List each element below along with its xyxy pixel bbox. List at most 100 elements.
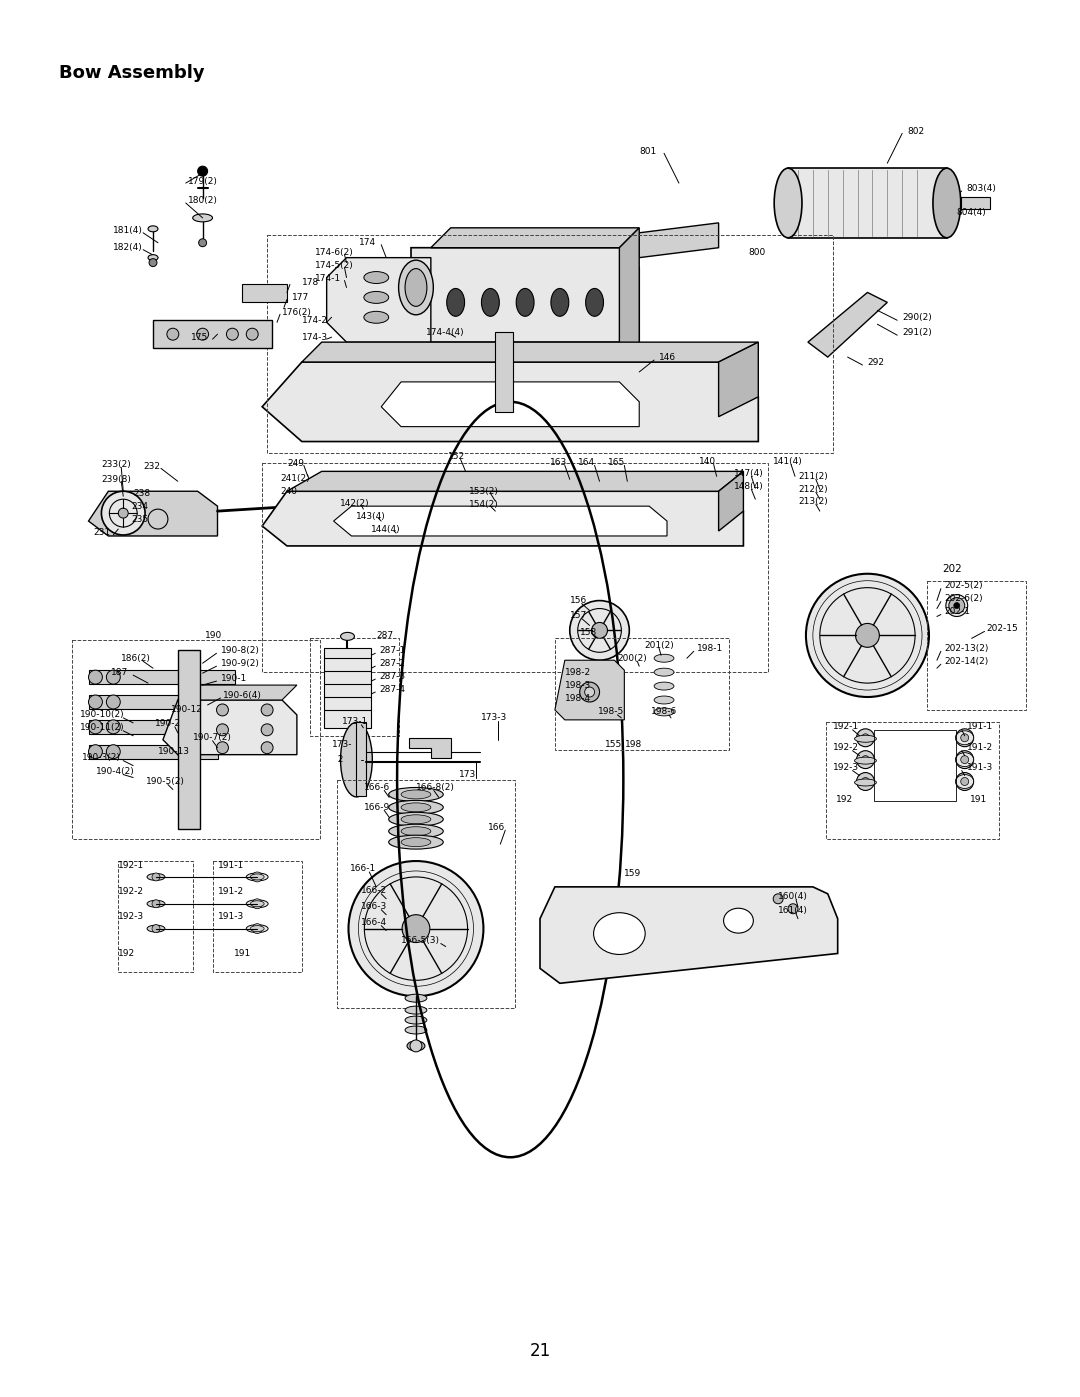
Circle shape: [956, 729, 974, 747]
Bar: [178, 650, 200, 830]
Text: 166: 166: [488, 823, 505, 831]
Ellipse shape: [654, 708, 674, 715]
Text: 201(2): 201(2): [644, 641, 674, 650]
Text: 190-6(4): 190-6(4): [222, 690, 261, 700]
Circle shape: [106, 671, 120, 685]
Text: 141(4): 141(4): [773, 457, 802, 467]
Text: 175: 175: [191, 332, 208, 342]
Bar: [324, 648, 372, 728]
Text: 190-7(2): 190-7(2): [192, 733, 231, 742]
Text: 198-4: 198-4: [565, 693, 591, 703]
Ellipse shape: [956, 731, 974, 745]
Bar: [496, 332, 513, 412]
Text: 249: 249: [287, 458, 303, 468]
Ellipse shape: [551, 288, 569, 316]
Polygon shape: [411, 247, 639, 342]
Circle shape: [106, 719, 120, 733]
Bar: [262, 464, 768, 672]
Text: 158: 158: [580, 627, 597, 637]
Polygon shape: [262, 492, 743, 546]
Ellipse shape: [251, 926, 265, 932]
Bar: [875, 729, 956, 802]
Bar: [213, 861, 301, 972]
Text: 165: 165: [607, 458, 624, 467]
Ellipse shape: [251, 901, 265, 907]
Circle shape: [102, 492, 145, 535]
Text: 155: 155: [605, 740, 622, 749]
Text: 238: 238: [133, 489, 150, 497]
Text: 287-3: 287-3: [379, 672, 405, 680]
Polygon shape: [540, 887, 838, 983]
Text: 198-3: 198-3: [565, 680, 591, 690]
Text: 157: 157: [570, 610, 588, 620]
Ellipse shape: [405, 268, 427, 306]
Text: 148(4): 148(4): [733, 482, 764, 490]
Ellipse shape: [654, 696, 674, 704]
Text: 202-15: 202-15: [986, 624, 1018, 633]
Circle shape: [261, 724, 273, 736]
Circle shape: [592, 623, 607, 638]
Text: 192-2: 192-2: [833, 743, 859, 752]
Ellipse shape: [399, 260, 433, 314]
Ellipse shape: [654, 682, 674, 690]
Text: 174-5(2): 174-5(2): [314, 261, 353, 270]
Text: Bow Assembly: Bow Assembly: [58, 64, 204, 82]
Text: 287-2: 287-2: [379, 659, 405, 668]
Text: 178: 178: [301, 278, 319, 286]
Text: 182(4): 182(4): [113, 243, 143, 253]
Text: 159: 159: [624, 869, 642, 879]
Text: 192-1: 192-1: [119, 862, 145, 870]
Text: 163: 163: [550, 458, 567, 467]
Circle shape: [106, 745, 120, 759]
Circle shape: [119, 509, 129, 518]
Circle shape: [862, 778, 869, 785]
Ellipse shape: [405, 995, 427, 1002]
Circle shape: [89, 719, 103, 733]
Ellipse shape: [401, 838, 431, 847]
Circle shape: [152, 873, 160, 882]
Ellipse shape: [389, 788, 443, 802]
Ellipse shape: [585, 288, 604, 316]
Bar: [89, 745, 217, 759]
Circle shape: [152, 900, 160, 908]
Text: 166-8(2): 166-8(2): [416, 782, 455, 792]
Text: 287: 287: [376, 631, 393, 640]
Polygon shape: [381, 381, 639, 426]
Ellipse shape: [192, 214, 213, 222]
Bar: [927, 581, 1026, 710]
Bar: [89, 671, 235, 685]
Text: 198: 198: [625, 740, 643, 749]
Text: 291(2): 291(2): [902, 328, 932, 337]
Text: 181(4): 181(4): [113, 226, 144, 235]
Ellipse shape: [854, 757, 876, 764]
Polygon shape: [326, 257, 431, 342]
Ellipse shape: [956, 753, 974, 767]
Circle shape: [949, 598, 964, 613]
Ellipse shape: [405, 1025, 427, 1034]
Ellipse shape: [147, 925, 165, 932]
Text: 231: 231: [94, 528, 110, 538]
Text: 173: 173: [459, 770, 476, 780]
Text: 239(8): 239(8): [102, 475, 132, 483]
Circle shape: [261, 742, 273, 753]
Text: 140: 140: [699, 457, 716, 467]
Ellipse shape: [148, 254, 158, 261]
Ellipse shape: [946, 595, 968, 616]
Polygon shape: [639, 224, 718, 257]
Text: 202-5(2): 202-5(2): [945, 581, 984, 590]
Circle shape: [216, 704, 229, 715]
Circle shape: [216, 724, 229, 736]
Text: 202: 202: [942, 564, 961, 574]
Ellipse shape: [364, 271, 389, 284]
Text: 190-3(2): 190-3(2): [82, 753, 121, 763]
Circle shape: [216, 742, 229, 753]
Ellipse shape: [447, 288, 464, 316]
Text: 176(2): 176(2): [282, 307, 312, 317]
Ellipse shape: [516, 288, 534, 316]
Text: 190-13: 190-13: [158, 747, 190, 756]
Circle shape: [89, 696, 103, 708]
Text: 156: 156: [570, 597, 588, 605]
Circle shape: [198, 166, 207, 176]
Ellipse shape: [389, 812, 443, 826]
Circle shape: [227, 328, 239, 339]
